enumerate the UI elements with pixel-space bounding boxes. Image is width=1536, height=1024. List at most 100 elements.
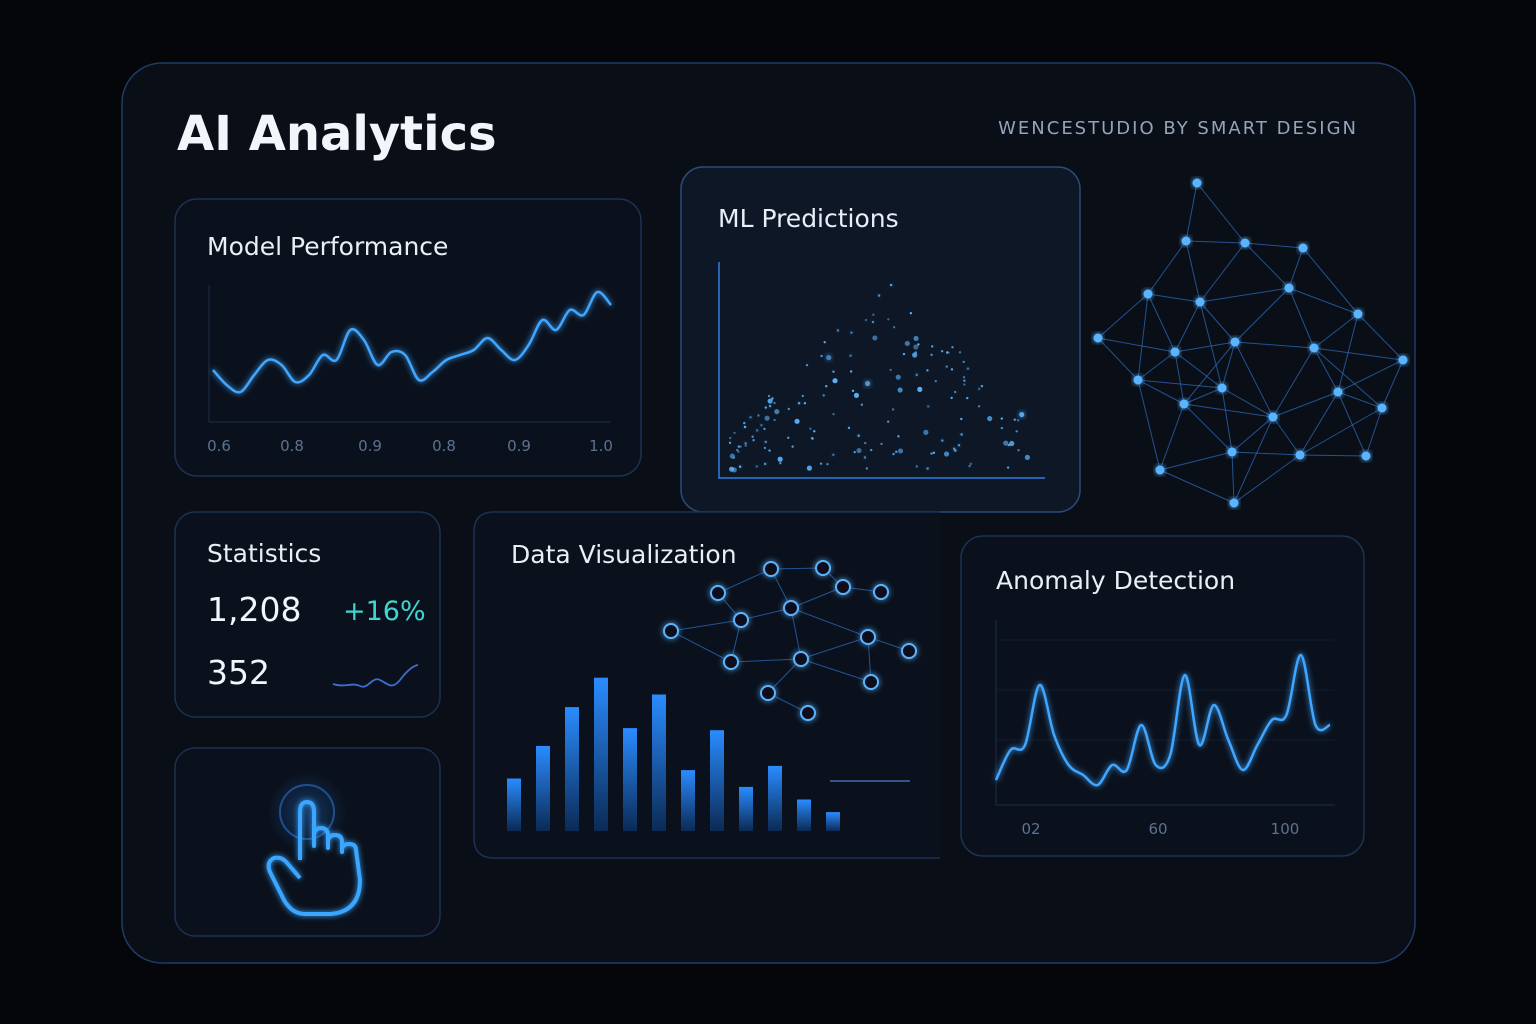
card-title: Anomaly Detection (996, 566, 1235, 595)
scatter-dot (872, 335, 878, 341)
scatter-dot (728, 441, 732, 444)
network-edge (1199, 287, 1290, 303)
network-edge (1097, 337, 1176, 353)
scatter-dot (960, 417, 963, 421)
scatter-dot (823, 341, 826, 344)
scatter-dot (752, 438, 755, 442)
network-node (800, 705, 816, 721)
scatter-dot (794, 418, 800, 424)
scatter-dot (897, 387, 903, 393)
network-edge (1233, 416, 1274, 504)
scatter-dot (962, 360, 965, 364)
x-tick-label: 1.0 (589, 437, 613, 455)
network-node (783, 600, 799, 616)
scatter-dot (771, 397, 774, 400)
network-edge (1199, 242, 1246, 303)
card (473, 511, 940, 859)
scatter-dot (1000, 426, 1004, 430)
x-tick-label: 0.8 (432, 437, 456, 455)
network-node (1298, 243, 1308, 253)
scatter-dot (809, 427, 812, 430)
bar (797, 799, 811, 831)
scatter-dot (832, 370, 835, 373)
scatter-dot (895, 450, 898, 454)
network-edge (670, 619, 742, 632)
scatter-dot (951, 346, 954, 349)
scatter-dot (860, 403, 864, 406)
scatter-dot (950, 396, 953, 400)
network-node (1227, 447, 1237, 457)
network-edge (1196, 182, 1246, 244)
scatter-dot (1016, 419, 1020, 422)
network-edge (790, 586, 844, 609)
scatter-dot (764, 406, 768, 409)
ring (279, 784, 335, 840)
scatter-dot (864, 441, 867, 445)
scatter-dot (805, 363, 809, 367)
network-edge (1221, 341, 1236, 389)
scatter-dot (791, 445, 794, 448)
scatter-dot (863, 456, 867, 459)
network-edge (1221, 387, 1274, 418)
scatter-dot (768, 449, 771, 452)
scatter-dot (806, 465, 813, 471)
network-edge (1272, 347, 1315, 418)
network-edge (1183, 341, 1236, 405)
scatter-dot (941, 439, 944, 442)
network-edge (1288, 247, 1304, 289)
scatter-dot (764, 415, 770, 421)
network-node (815, 560, 831, 576)
scatter-dot (849, 370, 853, 373)
scatter-dot (755, 429, 759, 432)
scatter-dot (757, 414, 760, 417)
scatter-dot (738, 465, 742, 468)
scatter-dot (763, 462, 767, 466)
scatter-dot (889, 368, 892, 372)
scatter-dot (892, 325, 896, 329)
scatter-dot (803, 402, 807, 405)
hand-icon[interactable] (266, 800, 362, 916)
scatter-dot (880, 442, 883, 446)
scatter-dot (764, 440, 767, 444)
scatter-dot (760, 424, 763, 427)
card-title: Model Performance (207, 232, 448, 261)
x-tick-label: 0.8 (280, 437, 304, 455)
scatter-dot (940, 350, 944, 353)
network-edge (1159, 469, 1235, 504)
network-edge (800, 636, 869, 660)
scatter-dot (826, 462, 829, 466)
scatter-dot (810, 436, 814, 440)
network-edge (1147, 293, 1201, 303)
scatter-dot (958, 351, 962, 354)
scatter-dot (1003, 440, 1009, 446)
statistics-card: Statistics 1,208 +16% 352 (174, 511, 441, 718)
scatter-dot (749, 416, 752, 419)
network-node (723, 654, 739, 670)
scatter-dot (755, 465, 759, 468)
network-node (1353, 309, 1363, 319)
scatter-dot (913, 335, 919, 342)
network-node (1230, 337, 1240, 347)
card (174, 511, 441, 718)
network-node (1192, 178, 1202, 188)
network-edge (1097, 337, 1139, 381)
scatter-dot (865, 467, 869, 470)
scatter-dot (774, 409, 780, 415)
network-decoration (1093, 178, 1408, 508)
network-edge (1234, 341, 1315, 349)
scatter-dot (871, 320, 875, 324)
stat-value: 352 (207, 653, 270, 692)
scatter-dot (902, 352, 906, 356)
card-title: Statistics (207, 539, 321, 568)
network-edge (1272, 391, 1339, 418)
anomaly-detection-card: Anomaly Detection 02 60 100 (960, 535, 1365, 857)
network-edge (1137, 379, 1223, 389)
scatter-dot (872, 313, 875, 316)
bar (507, 778, 521, 831)
network-edge (1337, 391, 1383, 409)
network-edge (1244, 242, 1304, 249)
x-tick-label: 100 (1271, 820, 1300, 838)
network-node (1229, 498, 1239, 508)
network-node (1309, 343, 1319, 353)
scatter-dot (952, 447, 956, 450)
